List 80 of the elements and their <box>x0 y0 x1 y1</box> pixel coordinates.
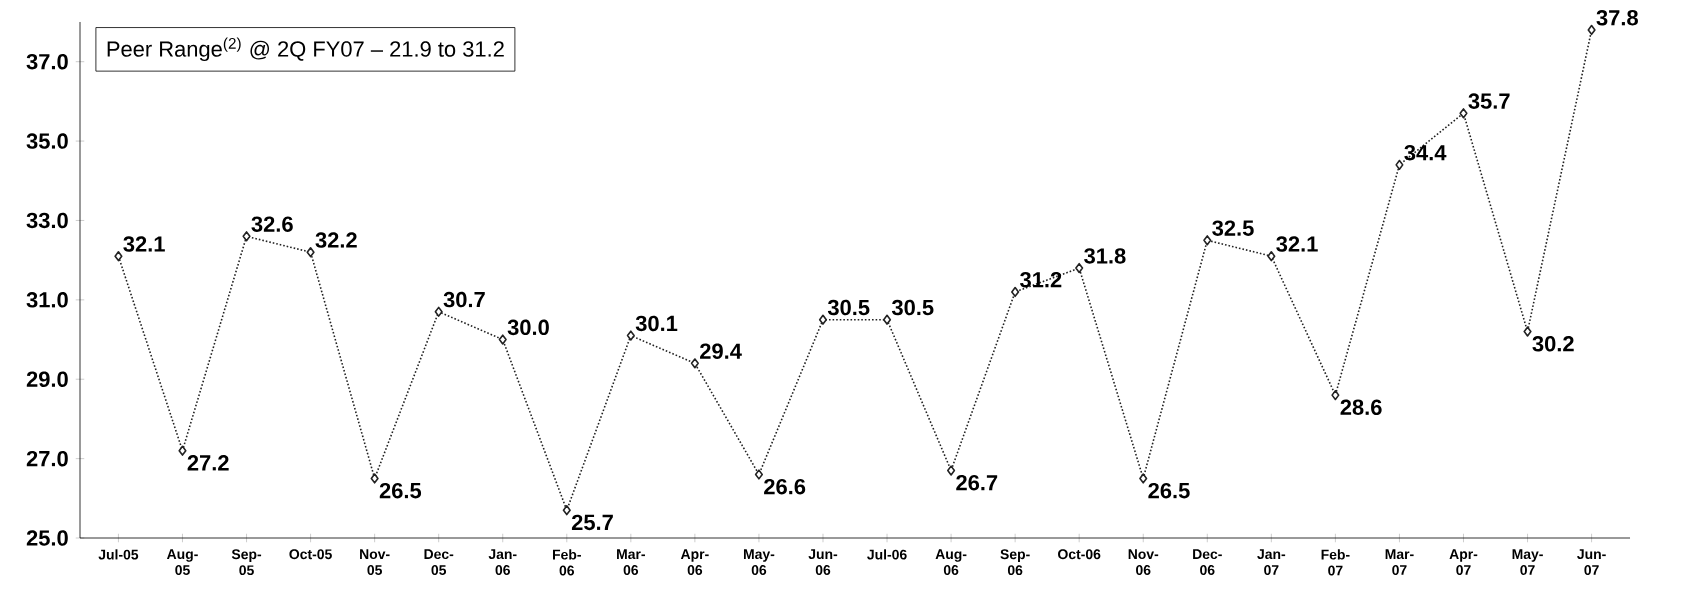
x-tick-label: Oct-05 <box>289 549 332 560</box>
point <box>754 469 764 480</box>
point <box>1203 235 1212 246</box>
data-label: 32.1 <box>1276 236 1318 252</box>
point <box>1459 108 1468 119</box>
y-tick-label: 35.0 <box>26 133 68 149</box>
x-tick-label: Mar-06 <box>617 549 645 575</box>
point <box>1331 389 1340 401</box>
x-tick-label: Dec-06 <box>1193 549 1222 575</box>
point <box>1395 159 1404 171</box>
data-label: 30.0 <box>507 319 549 336</box>
y-tick-label: 25.0 <box>26 530 68 546</box>
x-tick-label: Nov-06 <box>1128 549 1159 575</box>
data-label: 35.7 <box>1468 93 1510 109</box>
data-label: 30.5 <box>891 299 934 316</box>
point <box>306 247 315 258</box>
point <box>1267 251 1276 262</box>
data-label: 34.4 <box>1404 144 1447 161</box>
point <box>242 231 251 242</box>
x-tick-label: Apr-07 <box>1449 549 1478 575</box>
point <box>370 473 379 484</box>
point <box>882 314 892 325</box>
point <box>947 465 956 476</box>
data-label: 30.1 <box>635 315 678 332</box>
point <box>1523 326 1532 337</box>
y-tick-label: 37.0 <box>26 53 68 70</box>
point <box>626 330 635 341</box>
x-tick-label: Feb-06 <box>553 549 581 576</box>
point <box>1011 286 1020 298</box>
data-label: 32.1 <box>123 236 165 252</box>
data-label: 26.6 <box>764 478 806 495</box>
data-label: 26.5 <box>379 482 422 499</box>
x-tick-label: Sep-05 <box>231 549 262 576</box>
annotation: Peer Range$^{(2)}$ @ 2Q FY07 – 21.9 to 31.2 <box>107 37 504 62</box>
point <box>434 306 443 317</box>
point <box>818 314 828 325</box>
x-tick-label: Jan-06 <box>488 549 517 575</box>
data-label: 25.7 <box>571 514 613 531</box>
point <box>178 445 187 456</box>
y-tick-label: 29.0 <box>26 371 68 387</box>
x-tick-label: Aug-05 <box>166 549 198 575</box>
data-label: 30.5 <box>827 299 870 316</box>
x-tick-label: May-07 <box>1512 549 1543 575</box>
data-label: 32.5 <box>1212 220 1254 236</box>
x-tick-label: Jun-07 <box>1577 549 1606 575</box>
x-tick-label: Jan-07 <box>1257 549 1286 575</box>
data-label: 32.6 <box>251 216 293 232</box>
x-tick-label: Apr-06 <box>680 549 709 575</box>
x-tick-label: Jul-06 <box>867 549 907 560</box>
data-label: 26.7 <box>956 474 998 491</box>
x-tick-label: Dec-05 <box>424 549 454 575</box>
data-label: 26.5 <box>1148 482 1190 499</box>
x-tick-label: Sep-06 <box>1000 549 1030 576</box>
data-label: 37.8 <box>1596 10 1638 26</box>
data-label: 29.4 <box>700 343 742 359</box>
data-label: 30.2 <box>1532 336 1574 352</box>
point <box>690 358 699 369</box>
data-label: 31.2 <box>1020 271 1062 288</box>
x-tick-label: Jul-05 <box>98 549 139 560</box>
x-tick-label: Feb-07 <box>1321 549 1350 576</box>
data-label: 28.6 <box>1340 399 1382 416</box>
x-tick-label: Nov-05 <box>360 549 390 575</box>
x-tick-label: Aug-06 <box>935 549 967 575</box>
data-label: 30.7 <box>443 291 485 308</box>
point <box>498 334 507 345</box>
point <box>562 505 571 516</box>
y-tick-label: 31.0 <box>26 292 68 308</box>
point <box>1139 473 1148 484</box>
data-label: 31.8 <box>1084 248 1126 264</box>
x-tick-label: Oct-06 <box>1058 549 1101 560</box>
y-tick-label: 33.0 <box>26 212 68 229</box>
x-tick-label: Mar-07 <box>1385 549 1414 575</box>
point <box>1587 24 1596 36</box>
x-tick-label: Jun-06 <box>808 549 838 575</box>
point <box>1075 262 1084 274</box>
data-label: 27.2 <box>187 455 229 471</box>
x-tick-label: May-06 <box>743 549 775 575</box>
point <box>114 251 123 262</box>
y-tick-label: 27.0 <box>26 450 68 467</box>
data-label: 32.2 <box>315 232 357 248</box>
